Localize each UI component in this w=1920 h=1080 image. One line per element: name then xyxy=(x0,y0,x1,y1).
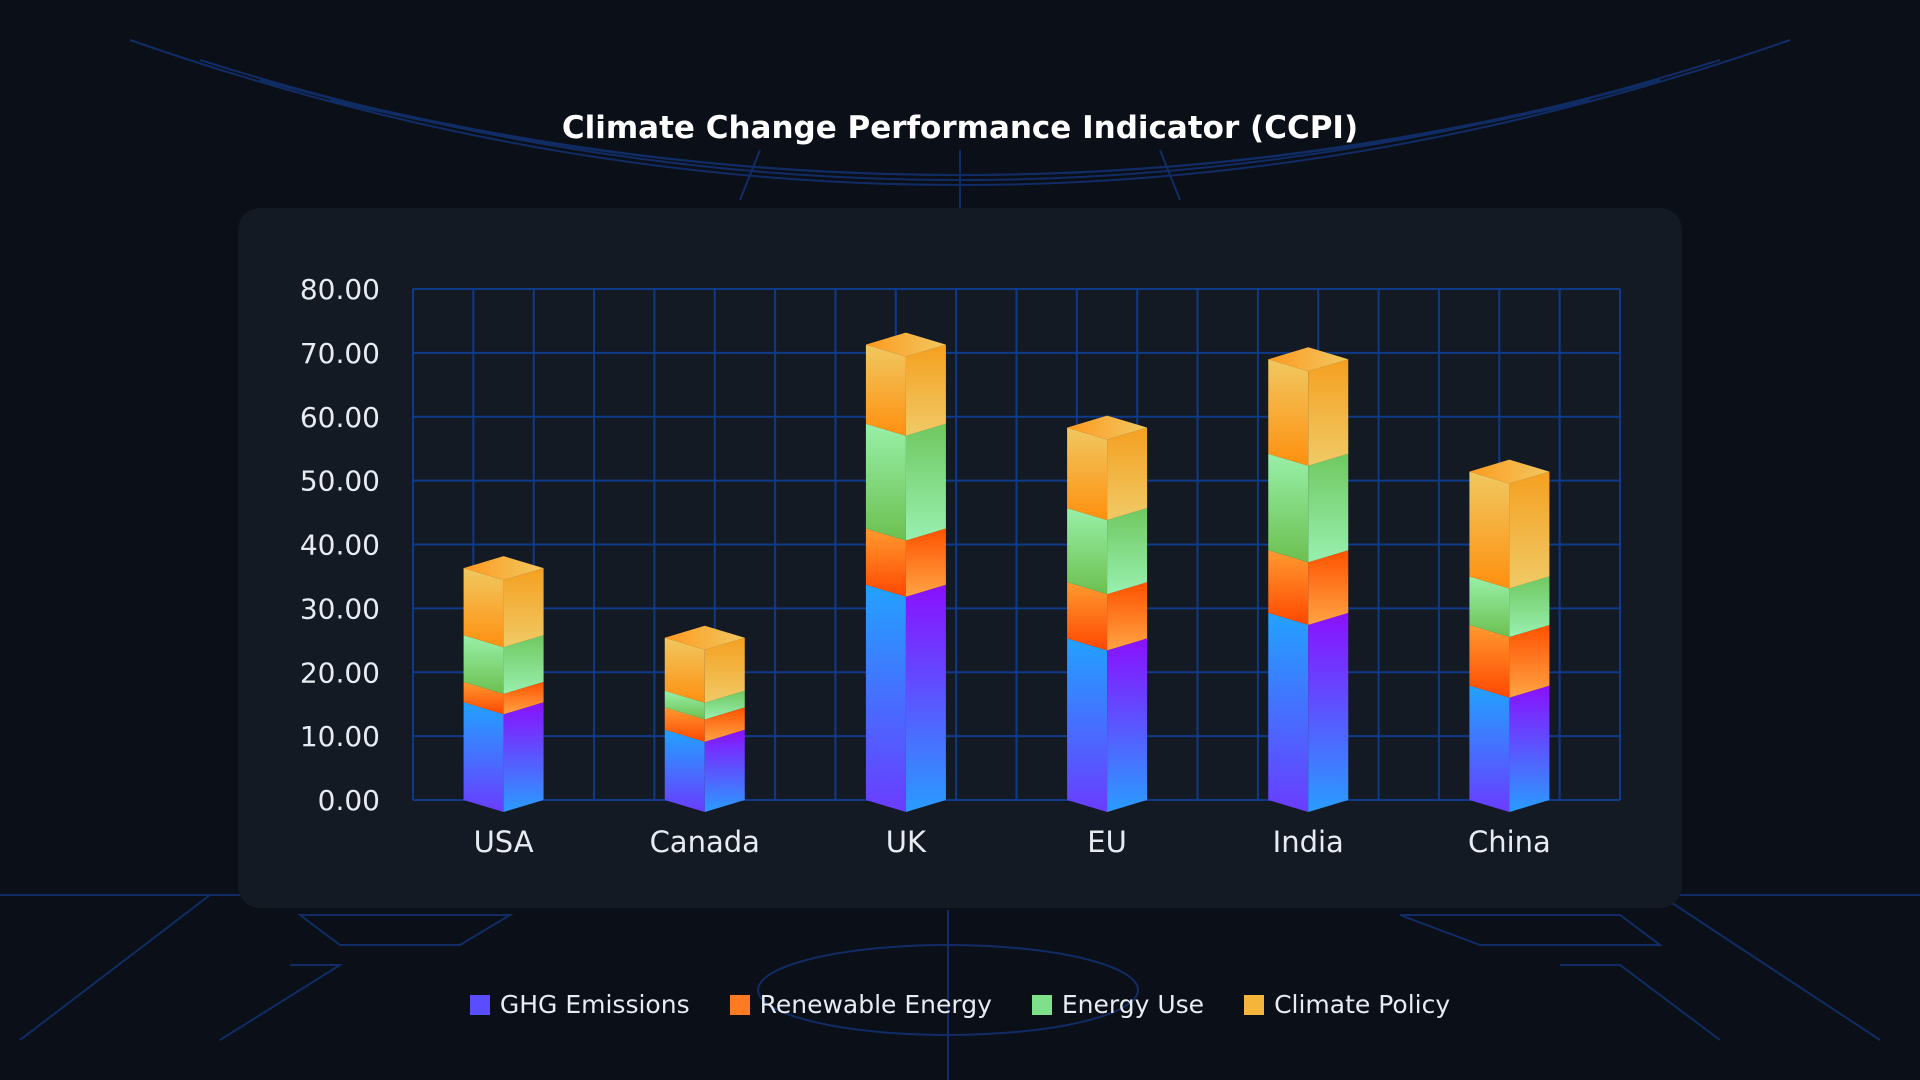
legend-swatch xyxy=(1031,994,1052,1015)
bar-segment-ghg-emissions-right xyxy=(1509,685,1550,812)
bar-segment-energy-use-right xyxy=(1107,508,1148,595)
bar-segment-energy-use-left xyxy=(1469,576,1510,637)
bar-top-face xyxy=(1469,459,1550,484)
bar-top-face xyxy=(1268,347,1349,372)
bar-segment-ghg-emissions-left xyxy=(664,729,705,812)
x-tick-label: USA xyxy=(474,825,534,859)
bar-segment-climate-policy-left xyxy=(1469,471,1510,589)
legend-swatch xyxy=(469,994,490,1015)
bar-segment-climate-policy-right xyxy=(1509,471,1550,589)
bar-segment-ghg-emissions-left xyxy=(1067,638,1108,812)
legend-label: Climate Policy xyxy=(1274,990,1451,1019)
bar-segment-energy-use-right xyxy=(1308,453,1349,563)
bar-segment-renewable-energy-left xyxy=(463,681,504,715)
bar-segment-ghg-emissions-right xyxy=(704,729,745,812)
bar-segment-energy-use-right xyxy=(1509,576,1550,637)
legend-label: Energy Use xyxy=(1061,990,1205,1019)
bar-top-face xyxy=(865,332,946,357)
bar-usa xyxy=(463,556,544,812)
bar-china xyxy=(1469,459,1550,812)
bar-segment-climate-policy-left xyxy=(664,637,705,703)
bar-segment-ghg-emissions-right xyxy=(905,584,946,812)
bar-segment-renewable-energy-right xyxy=(1509,624,1550,698)
bar-segment-ghg-emissions-right xyxy=(1308,612,1349,812)
legend-label: GHG Emissions xyxy=(499,990,690,1019)
bar-segment-energy-use-left xyxy=(865,423,906,541)
y-tick-label: 20.00 xyxy=(300,656,380,689)
bar-segment-ghg-emissions-left xyxy=(463,702,504,812)
bar-segment-renewable-energy-right xyxy=(704,707,745,742)
bar-canada xyxy=(664,625,745,812)
bar-eu xyxy=(1067,415,1148,812)
y-tick-label: 70.00 xyxy=(300,337,380,370)
bar-segment-climate-policy-left xyxy=(463,568,504,648)
bar-segment-renewable-energy-right xyxy=(503,681,544,715)
bar-segment-renewable-energy-left xyxy=(1067,582,1108,651)
bar-segment-ghg-emissions-right xyxy=(503,702,544,812)
y-tick-label: 10.00 xyxy=(300,720,380,753)
bar-segment-climate-policy-left xyxy=(865,344,906,436)
bar-segment-energy-use-right xyxy=(503,635,544,694)
bar-segment-ghg-emissions-right xyxy=(1107,638,1148,812)
y-tick-label: 50.00 xyxy=(300,465,380,498)
legend-item[interactable]: Climate Policy xyxy=(1244,990,1450,1019)
legend-swatch xyxy=(729,994,750,1015)
bar-segment-climate-policy-right xyxy=(1308,359,1349,466)
bar-segment-renewable-energy-right xyxy=(905,528,946,597)
bar-segment-renewable-energy-right xyxy=(1308,550,1349,625)
x-tick-label: India xyxy=(1273,825,1344,859)
y-tick-label: 80.00 xyxy=(300,273,380,306)
bar-segment-ghg-emissions-left xyxy=(1268,612,1309,812)
x-tick-label: EU xyxy=(1087,825,1127,859)
legend-item[interactable]: Renewable Energy xyxy=(729,990,992,1019)
bar-segment-climate-policy-left xyxy=(1067,427,1108,521)
bar-uk xyxy=(865,332,946,812)
bar-segment-energy-use-right xyxy=(905,423,946,541)
x-tick-label: UK xyxy=(886,825,927,859)
chart-title: Climate Change Performance Indicator (CC… xyxy=(561,110,1359,146)
bar-segment-renewable-energy-left xyxy=(865,528,906,597)
bar-segment-energy-use-left xyxy=(1268,453,1309,563)
legend-swatch xyxy=(1244,994,1265,1015)
bar-segment-climate-policy-right xyxy=(503,568,544,648)
bar-segment-ghg-emissions-left xyxy=(1469,685,1510,812)
bar-segment-renewable-energy-right xyxy=(1107,582,1148,651)
bar-segment-energy-use-left xyxy=(1067,508,1108,595)
y-tick-label: 0.00 xyxy=(318,784,380,817)
legend-item[interactable]: Energy Use xyxy=(1031,990,1205,1019)
chart-legend: GHG Emissions Renewable Energy Energy Use C… xyxy=(0,990,1920,1019)
x-tick-label: Canada xyxy=(650,825,760,859)
x-tick-label: China xyxy=(1468,825,1551,859)
bar-top-face xyxy=(1067,415,1148,440)
bar-segment-renewable-energy-left xyxy=(1268,550,1309,625)
bar-top-face xyxy=(463,556,544,581)
bar-segment-energy-use-right xyxy=(704,690,745,720)
bar-top-face xyxy=(664,625,745,650)
bar-segment-ghg-emissions-left xyxy=(865,584,906,812)
bar-segment-renewable-energy-left xyxy=(1469,624,1510,698)
bar-segment-energy-use-left xyxy=(664,690,705,720)
y-tick-label: 40.00 xyxy=(300,529,380,562)
bar-segment-energy-use-left xyxy=(463,635,504,694)
y-tick-label: 60.00 xyxy=(300,401,380,434)
y-tick-label: 30.00 xyxy=(300,592,380,625)
bar-india xyxy=(1268,347,1349,812)
legend-item[interactable]: GHG Emissions xyxy=(469,990,690,1019)
legend-label: Renewable Energy xyxy=(759,990,992,1019)
bar-segment-climate-policy-right xyxy=(1107,427,1148,521)
bar-segment-climate-policy-right xyxy=(905,344,946,436)
bar-segment-climate-policy-right xyxy=(704,637,745,703)
bar-segment-renewable-energy-left xyxy=(664,707,705,742)
bar-segment-climate-policy-left xyxy=(1268,359,1309,466)
